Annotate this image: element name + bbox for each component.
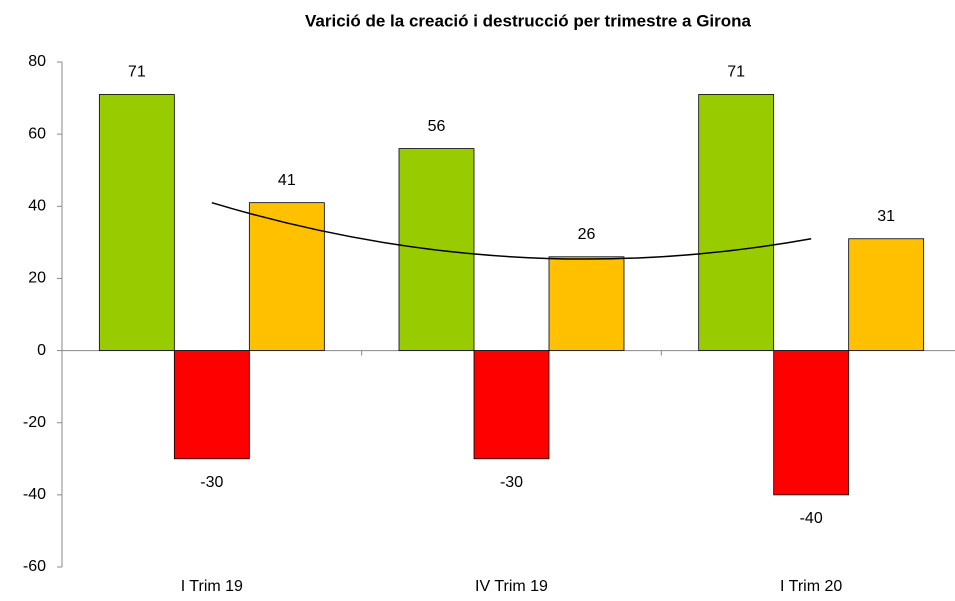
data-label: -40	[800, 510, 823, 527]
data-label: 71	[727, 64, 745, 81]
data-label: -30	[200, 474, 223, 491]
data-label: 56	[428, 118, 446, 135]
y-tick-label: 80	[28, 53, 46, 70]
bar	[248, 202, 325, 351]
x-tick-label: I Trim 20	[780, 578, 842, 595]
bar	[698, 94, 775, 351]
y-tick-label: 0	[37, 342, 46, 359]
chart-title: Varició de la creació i destrucció per t…	[305, 11, 752, 30]
bar	[173, 350, 250, 460]
bar	[848, 238, 925, 351]
y-tick-label: -20	[23, 414, 46, 431]
data-label: 31	[877, 208, 895, 225]
y-tick-label: -40	[23, 486, 46, 503]
data-label: -30	[500, 474, 523, 491]
y-tick-label: 60	[28, 125, 46, 142]
y-tick-label: -60	[23, 558, 46, 575]
x-tick-label: I Trim 19	[181, 578, 243, 595]
bar	[98, 94, 175, 351]
bar	[773, 350, 850, 496]
y-tick-label: 40	[28, 198, 46, 215]
data-label: 26	[578, 226, 596, 243]
bar	[548, 256, 625, 351]
bar	[473, 350, 550, 460]
trend-line	[211, 201, 812, 260]
data-label: 71	[128, 64, 146, 81]
x-tick-label: IV Trim 19	[475, 578, 548, 595]
y-tick-label: 20	[28, 270, 46, 287]
data-label: 41	[278, 172, 296, 189]
